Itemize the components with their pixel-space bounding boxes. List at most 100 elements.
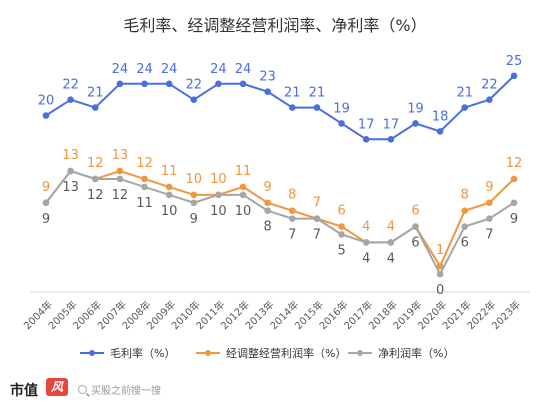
data-point bbox=[510, 72, 518, 80]
data-label: 4 bbox=[362, 251, 370, 266]
data-label: 11 bbox=[161, 164, 178, 179]
data-point bbox=[486, 215, 493, 222]
data-label: 23 bbox=[259, 70, 276, 85]
data-point bbox=[289, 104, 296, 111]
data-label: 10 bbox=[161, 204, 178, 219]
data-label: 12 bbox=[112, 188, 129, 203]
data-label: 9 bbox=[42, 212, 50, 227]
search-bar[interactable]: 买股之前搜一搜 bbox=[78, 381, 161, 398]
data-label: 13 bbox=[62, 180, 79, 195]
data-label: 8 bbox=[264, 220, 272, 235]
plot-area: 2004年2005年2006年2007年2008年2009年2010年2011年… bbox=[21, 54, 530, 332]
search-hint: 买股之前搜一搜 bbox=[91, 386, 161, 397]
brand-logo-mark: 风 bbox=[46, 378, 68, 396]
data-label: 8 bbox=[288, 188, 296, 203]
data-label: 9 bbox=[485, 180, 493, 195]
data-label: 24 bbox=[210, 62, 227, 77]
data-point bbox=[461, 104, 469, 111]
data-point bbox=[264, 199, 271, 207]
chart: 毛利率、经调整经营利润率、净利率（%） 2004年2005年2006年2007年… bbox=[21, 16, 530, 360]
legend-marker bbox=[205, 350, 211, 356]
data-label: 20 bbox=[38, 94, 55, 109]
data-label: 24 bbox=[136, 62, 153, 77]
legend-label: 毛利率（%） bbox=[110, 346, 175, 360]
data-label: 9 bbox=[264, 180, 272, 195]
footer: 市值 风 买股之前搜一搜 bbox=[0, 372, 550, 407]
data-point bbox=[412, 223, 419, 230]
data-label: 7 bbox=[313, 196, 321, 211]
legend-label: 经调整经营利润率（%） bbox=[226, 346, 346, 360]
data-point bbox=[190, 96, 198, 103]
data-label: 19 bbox=[333, 101, 350, 116]
data-label: 21 bbox=[456, 86, 473, 101]
data-point bbox=[461, 223, 469, 230]
data-point bbox=[362, 239, 370, 246]
data-point bbox=[116, 175, 124, 183]
series-line bbox=[45, 75, 515, 141]
data-label: 13 bbox=[62, 148, 79, 163]
data-label: 24 bbox=[161, 62, 178, 77]
data-point bbox=[510, 175, 518, 183]
data-point bbox=[67, 96, 74, 103]
data-point bbox=[239, 183, 247, 191]
data-label: 22 bbox=[186, 78, 203, 93]
legend: 毛利率（%） 经调整经营利润率（%） 净利润率（%） bbox=[80, 346, 454, 360]
legend-marker bbox=[357, 350, 363, 356]
data-label: 24 bbox=[112, 62, 129, 77]
data-point bbox=[116, 167, 124, 175]
data-label: 9 bbox=[190, 212, 198, 227]
data-label: 9 bbox=[42, 180, 50, 195]
data-label: 17 bbox=[383, 117, 400, 132]
data-label: 6 bbox=[411, 204, 419, 219]
data-point bbox=[190, 199, 198, 207]
data-point bbox=[313, 104, 321, 111]
data-label: 12 bbox=[87, 156, 104, 171]
data-point bbox=[239, 80, 247, 88]
data-label: 11 bbox=[136, 196, 153, 211]
data-label: 8 bbox=[461, 188, 469, 203]
data-label: 9 bbox=[510, 212, 518, 227]
data-point bbox=[486, 96, 493, 103]
data-point bbox=[141, 175, 148, 183]
data-label: 4 bbox=[387, 251, 395, 266]
data-point bbox=[387, 239, 395, 246]
data-point bbox=[67, 167, 74, 175]
data-point bbox=[486, 199, 493, 207]
data-label: 6 bbox=[337, 204, 345, 219]
data-label: 5 bbox=[337, 243, 345, 258]
data-point bbox=[313, 215, 321, 222]
data-point bbox=[510, 199, 518, 207]
search-icon bbox=[78, 385, 87, 394]
data-point bbox=[338, 231, 345, 238]
data-label: 4 bbox=[387, 219, 395, 234]
data-point bbox=[338, 223, 345, 230]
data-label: 7 bbox=[313, 228, 321, 243]
data-label: 13 bbox=[112, 148, 129, 163]
data-point bbox=[436, 262, 444, 270]
data-label: 7 bbox=[288, 228, 296, 243]
chart-title: 毛利率、经调整经营利润率、净利率（%） bbox=[123, 16, 426, 35]
data-point bbox=[461, 207, 469, 214]
legend-label: 净利润率（%） bbox=[378, 346, 454, 360]
legend-marker bbox=[89, 350, 95, 356]
data-point bbox=[91, 175, 99, 183]
data-label: 10 bbox=[235, 204, 252, 219]
series-line bbox=[45, 170, 515, 276]
data-point bbox=[338, 120, 345, 127]
data-label: 21 bbox=[309, 86, 326, 101]
data-point bbox=[42, 112, 50, 119]
data-label: 25 bbox=[506, 54, 523, 69]
data-point bbox=[215, 80, 222, 88]
data-point bbox=[116, 80, 124, 88]
data-label: 22 bbox=[481, 78, 498, 93]
data-label: 12 bbox=[506, 156, 523, 171]
data-point bbox=[165, 191, 173, 199]
data-point bbox=[289, 215, 296, 222]
data-label: 6 bbox=[411, 236, 419, 251]
data-label: 19 bbox=[407, 101, 424, 116]
data-point bbox=[412, 120, 419, 127]
data-label: 10 bbox=[186, 172, 203, 187]
data-label: 18 bbox=[432, 109, 449, 124]
data-point bbox=[91, 104, 99, 111]
data-point bbox=[264, 207, 271, 214]
